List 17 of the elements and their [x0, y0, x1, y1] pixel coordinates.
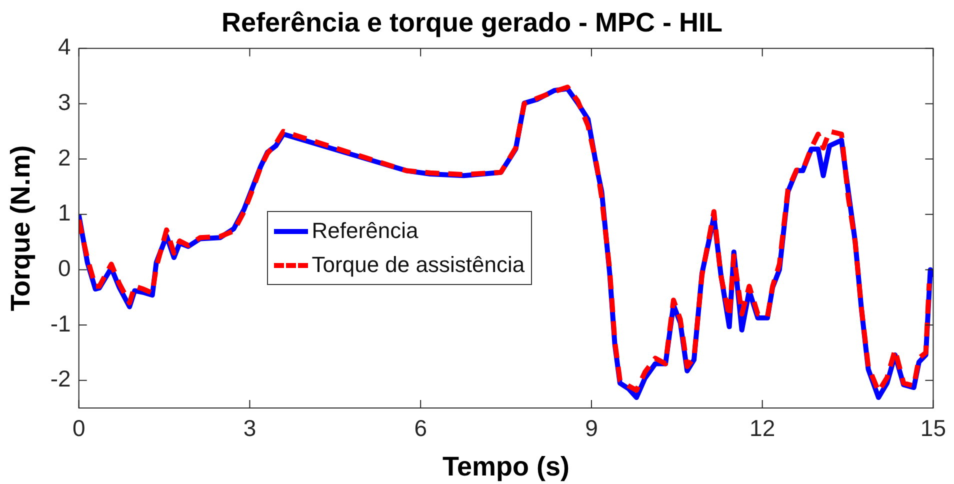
x-tick-label: 9 — [585, 415, 598, 442]
chart-title: Referência e torque gerado - MPC - HIL — [221, 8, 723, 38]
y-tick-label: 0 — [58, 255, 71, 282]
y-axis-title: Torque (N.m) — [6, 145, 36, 312]
x-tick-label: 3 — [243, 415, 256, 442]
y-tick-label: 4 — [58, 34, 72, 60]
y-tick-label: 2 — [58, 144, 71, 170]
y-tick-label: -2 — [50, 366, 71, 392]
legend-label: Torque de assistência — [312, 252, 525, 278]
legend-label: Referência — [312, 218, 418, 244]
x-axis-title: Tempo (s) — [442, 451, 570, 482]
x-tick-label: 15 — [920, 415, 946, 442]
y-tick-label: 1 — [58, 200, 71, 226]
y-tick-label: -1 — [50, 310, 71, 336]
x-tick-label: 6 — [414, 415, 427, 442]
x-tick-label: 12 — [750, 415, 776, 442]
y-tick-label: 3 — [58, 89, 71, 116]
